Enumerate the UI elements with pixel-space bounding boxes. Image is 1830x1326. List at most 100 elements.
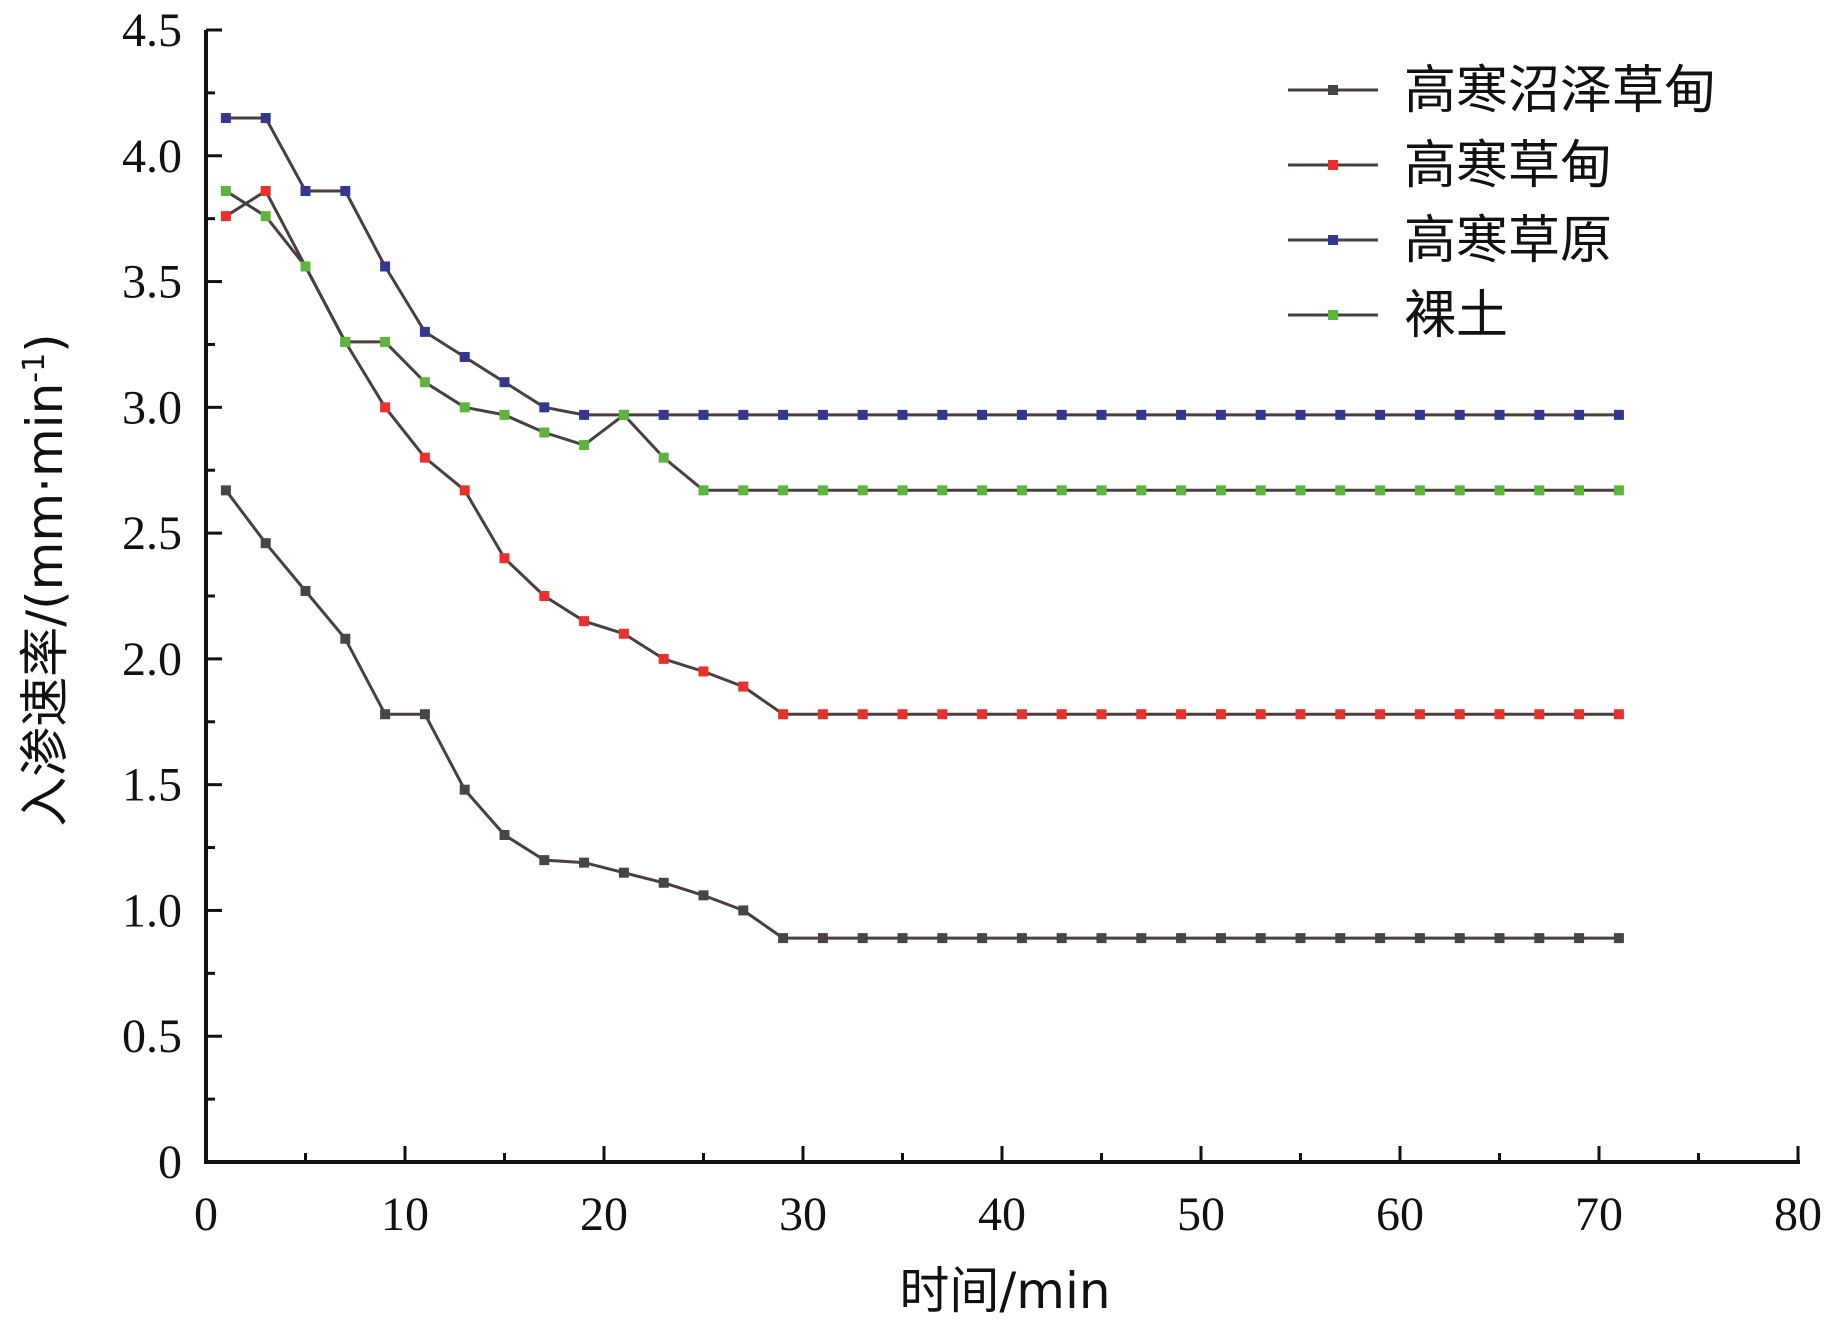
y-tick-label: 4.0 <box>122 130 182 183</box>
data-point <box>1494 933 1505 944</box>
data-point <box>658 653 669 664</box>
data-point <box>977 933 988 944</box>
data-point <box>658 877 669 888</box>
legend-item: 高寒沼泽草甸 <box>1288 61 1716 121</box>
x-tick-label: 30 <box>779 1188 827 1241</box>
data-point <box>1096 709 1107 720</box>
data-point <box>340 633 351 644</box>
data-point <box>260 211 271 222</box>
data-point <box>1295 485 1306 496</box>
data-point <box>698 485 709 496</box>
y-tick-label: 4.5 <box>122 4 182 57</box>
y-tick-label: 1.0 <box>122 884 182 937</box>
y-axis-title: 入渗速率/(mm·min-1) <box>16 333 74 826</box>
data-point <box>579 857 590 868</box>
data-point <box>1613 409 1624 420</box>
legend-label: 高寒沼泽草甸 <box>1404 61 1716 121</box>
data-point <box>579 409 590 420</box>
data-point <box>738 409 749 420</box>
data-point <box>260 538 271 549</box>
data-point <box>1494 409 1505 420</box>
data-point <box>220 211 231 222</box>
data-point <box>1613 709 1624 720</box>
data-point <box>419 377 430 388</box>
data-point <box>1215 409 1226 420</box>
data-point <box>1016 409 1027 420</box>
data-point <box>579 616 590 627</box>
data-point <box>499 377 510 388</box>
data-point <box>1414 485 1425 496</box>
data-point <box>1335 485 1346 496</box>
data-point <box>618 628 629 639</box>
data-point <box>857 409 868 420</box>
data-point <box>1176 485 1187 496</box>
data-point <box>1613 485 1624 496</box>
data-point <box>1016 485 1027 496</box>
series-1 <box>220 485 1624 944</box>
series-layer <box>220 113 1624 944</box>
data-point <box>1454 485 1465 496</box>
data-point <box>817 709 828 720</box>
data-point <box>1215 485 1226 496</box>
data-point <box>977 485 988 496</box>
y-tick-label: 2.5 <box>122 507 182 560</box>
data-point <box>380 336 391 347</box>
y-axis-title-close: ) <box>16 333 74 353</box>
data-point <box>1534 409 1545 420</box>
data-point <box>1454 933 1465 944</box>
data-point <box>738 905 749 916</box>
legend-label: 高寒草原 <box>1404 211 1612 271</box>
data-point <box>340 336 351 347</box>
legend-label: 裸土 <box>1404 286 1508 346</box>
data-point <box>1255 709 1266 720</box>
data-point <box>1255 485 1266 496</box>
data-point <box>1176 409 1187 420</box>
data-point <box>1494 485 1505 496</box>
x-axis-title: 时间/min <box>899 1262 1110 1320</box>
x-tick-label: 80 <box>1774 1188 1822 1241</box>
x-tick-label: 70 <box>1575 1188 1623 1241</box>
data-point <box>1056 933 1067 944</box>
data-point <box>1056 709 1067 720</box>
y-tick-label: 0 <box>158 1136 182 1189</box>
legend-label: 高寒草甸 <box>1404 136 1612 196</box>
series-line <box>224 489 1619 940</box>
data-point <box>1335 933 1346 944</box>
data-point <box>937 709 948 720</box>
data-point <box>300 261 311 272</box>
data-point <box>1335 409 1346 420</box>
data-point <box>857 485 868 496</box>
x-tick-label: 20 <box>580 1188 628 1241</box>
data-point <box>419 326 430 337</box>
data-point <box>1136 485 1147 496</box>
data-point <box>1215 933 1226 944</box>
data-point <box>1255 409 1266 420</box>
data-point <box>937 409 948 420</box>
data-point <box>1574 709 1585 720</box>
data-point <box>459 485 470 496</box>
data-point <box>1534 485 1545 496</box>
data-point <box>698 666 709 677</box>
data-point <box>618 867 629 878</box>
data-point <box>857 933 868 944</box>
series-line <box>225 189 1619 716</box>
data-point <box>260 185 271 196</box>
data-point <box>380 709 391 720</box>
data-point <box>1056 485 1067 496</box>
data-point <box>1016 933 1027 944</box>
y-tick-label: 3.0 <box>122 381 182 434</box>
data-point <box>817 485 828 496</box>
data-point <box>778 485 789 496</box>
data-point <box>738 681 749 692</box>
data-point <box>380 261 391 272</box>
y-tick-label: 3.5 <box>122 256 182 309</box>
data-point <box>857 709 868 720</box>
data-point <box>1613 933 1624 944</box>
data-point <box>1096 409 1107 420</box>
data-point <box>539 427 550 438</box>
data-point <box>1215 709 1226 720</box>
data-point <box>459 352 470 363</box>
data-point <box>220 113 231 124</box>
data-point <box>897 709 908 720</box>
data-point <box>1454 709 1465 720</box>
